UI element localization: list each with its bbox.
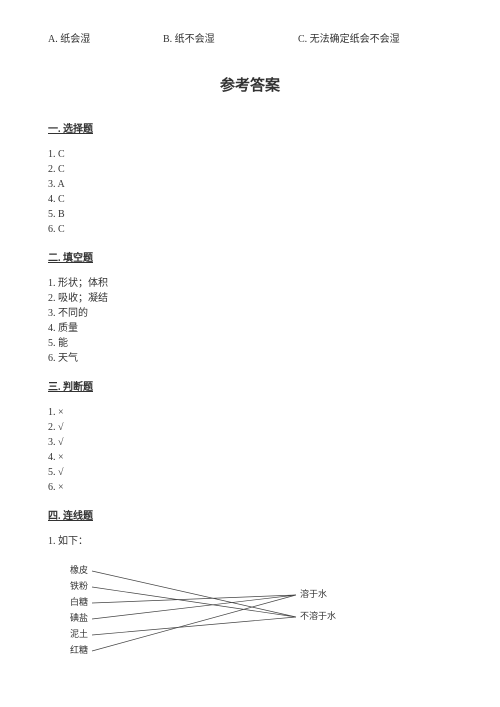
list-item: 6. C: [48, 222, 452, 237]
option-c: C. 无法确定纸会不会湿: [298, 32, 452, 47]
section-4-heading: 四. 连线题: [48, 509, 452, 524]
matching-left-label: 白糖: [70, 596, 88, 607]
matching-left-label: 铁粉: [70, 580, 88, 591]
matching-left-label: 泥土: [70, 628, 88, 639]
matching-diagram: 橡皮铁粉白糖碘盐泥土红糖 溶于水不溶于水: [52, 559, 392, 669]
list-item: 4. 质量: [48, 321, 452, 336]
list-item: 6. ×: [48, 480, 452, 495]
matching-left-label: 碘盐: [70, 612, 88, 623]
matching-left-label: 橡皮: [70, 564, 88, 575]
list-item: 5. √: [48, 465, 452, 480]
section-1-heading: 一. 选择题: [48, 122, 452, 137]
matching-left-label: 红糖: [70, 644, 88, 655]
list-item: 3. 不同的: [48, 306, 452, 321]
list-item: 1. C: [48, 147, 452, 162]
matching-line: [92, 617, 296, 635]
list-item: 3. A: [48, 177, 452, 192]
list-item: 4. C: [48, 192, 452, 207]
page-title: 参考答案: [48, 75, 452, 98]
section-2-heading: 二. 填空题: [48, 251, 452, 266]
option-b: B. 纸不会湿: [163, 32, 298, 47]
list-item: 6. 天气: [48, 351, 452, 366]
list-item: 1. 形状；体积: [48, 276, 452, 291]
list-item: 2. 吸收；凝结: [48, 291, 452, 306]
list-item: 1. ×: [48, 405, 452, 420]
matching-line: [92, 595, 296, 619]
matching-line: [92, 595, 296, 651]
matching-caption: 1. 如下：: [48, 534, 452, 549]
section-2-list: 1. 形状；体积 2. 吸收；凝结 3. 不同的 4. 质量 5. 能 6. 天…: [48, 276, 452, 366]
list-item: 2. C: [48, 162, 452, 177]
section-3-heading: 三. 判断题: [48, 380, 452, 395]
list-item: 3. √: [48, 435, 452, 450]
option-a: A. 纸会湿: [48, 32, 163, 47]
matching-line: [92, 571, 296, 617]
list-item: 4. ×: [48, 450, 452, 465]
matching-svg: 橡皮铁粉白糖碘盐泥土红糖 溶于水不溶于水: [52, 559, 392, 669]
matching-right-label: 溶于水: [300, 588, 327, 599]
list-item: 5. B: [48, 207, 452, 222]
section-3-list: 1. × 2. √ 3. √ 4. × 5. √ 6. ×: [48, 405, 452, 495]
list-item: 2. √: [48, 420, 452, 435]
list-item: 5. 能: [48, 336, 452, 351]
options-row: A. 纸会湿 B. 纸不会湿 C. 无法确定纸会不会湿: [48, 32, 452, 47]
section-1-list: 1. C 2. C 3. A 4. C 5. B 6. C: [48, 147, 452, 237]
matching-right-label: 不溶于水: [300, 610, 336, 621]
